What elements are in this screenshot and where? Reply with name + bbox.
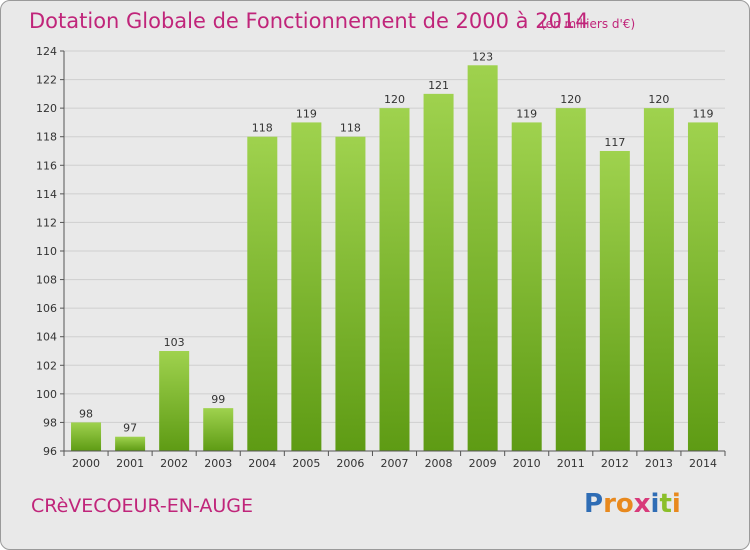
logo-letter: r: [603, 489, 616, 519]
x-tick-label: 2012: [601, 457, 629, 470]
x-tick-label: 2007: [381, 457, 409, 470]
logo-letter: t: [659, 489, 672, 519]
bar-value-label: 119: [296, 107, 317, 120]
y-tick-label: 100: [36, 388, 57, 401]
x-tick-label: 2001: [116, 457, 144, 470]
x-tick-label: 2004: [248, 457, 276, 470]
logo-letter: o: [615, 489, 634, 519]
x-tick-label: 2005: [292, 457, 320, 470]
bar-value-label: 118: [340, 122, 361, 135]
chart-title: Dotation Globale de Fonctionnement de 20…: [29, 9, 589, 33]
bar-2012: [599, 151, 630, 451]
x-tick-label: 2011: [557, 457, 585, 470]
bar-value-label: 120: [384, 93, 405, 106]
bar-value-label: 120: [560, 93, 581, 106]
proxiti-logo: Proxiti: [584, 489, 681, 519]
bar-2010: [511, 122, 542, 451]
bar-2005: [291, 122, 322, 451]
bar-chart: 98 97 103 99 118 119 118 120 121 123 119 120 117 120 1…: [36, 45, 726, 470]
logo-letter: x: [633, 489, 651, 519]
y-tick-label: 106: [36, 302, 57, 315]
bar-value-label: 103: [164, 336, 185, 349]
logo-letter: P: [584, 489, 604, 519]
bar-2004: [247, 136, 278, 451]
bar-2001: [115, 436, 146, 451]
bar-value-label: 119: [516, 107, 537, 120]
x-tick-label: 2013: [645, 457, 673, 470]
bar-value-label: 120: [648, 93, 669, 106]
logo-letter: i: [671, 489, 681, 519]
axes: 96 98 100 102 104 106 108 110 112 114 116 118 120 122…: [36, 45, 726, 470]
y-tick-label: 110: [36, 245, 57, 258]
bar-2009: [467, 65, 498, 452]
y-tick-label: 114: [36, 188, 57, 201]
bar-2008: [423, 93, 454, 451]
x-tick-label: 2014: [689, 457, 717, 470]
y-tick-label: 122: [36, 74, 57, 87]
y-tick-label: 96: [43, 445, 57, 458]
bar-2011: [555, 108, 586, 452]
bar-value-label: 119: [692, 107, 713, 120]
y-tick-label: 118: [36, 131, 57, 144]
x-tick-label: 2009: [469, 457, 497, 470]
bar-2007: [379, 108, 410, 452]
bar-value-label: 117: [604, 136, 625, 149]
bar-value-label: 97: [123, 422, 137, 435]
bar-2000: [71, 422, 102, 451]
bar-value-label: 118: [252, 122, 273, 135]
x-tick-label: 2006: [336, 457, 364, 470]
chart-subtitle: (en milliers d'€): [541, 17, 636, 31]
bar-2003: [203, 408, 234, 451]
y-tick-label: 116: [36, 159, 57, 172]
y-tick-label: 112: [36, 216, 57, 229]
x-tick-label: 2002: [160, 457, 188, 470]
y-tick-label: 124: [36, 45, 57, 58]
bar-2013: [643, 108, 674, 452]
bars: 98 97 103 99 118 119 118 120 121 123 119 120 117 120 1…: [71, 50, 718, 452]
y-tick-label: 98: [43, 416, 57, 429]
logo-letter: i: [650, 489, 660, 519]
y-tick-label: 104: [36, 331, 57, 344]
commune-name: CRèVECOEUR-EN-AUGE: [31, 495, 254, 517]
bar-value-label: 98: [79, 407, 93, 420]
bar-2014: [687, 122, 718, 451]
x-tick-label: 2003: [204, 457, 232, 470]
x-tick-label: 2010: [513, 457, 541, 470]
bar-value-label: 121: [428, 79, 449, 92]
x-tick-label: 2008: [425, 457, 453, 470]
bar-value-label: 99: [211, 393, 225, 406]
bar-2006: [335, 136, 366, 451]
y-tick-label: 108: [36, 274, 57, 287]
x-tick-label: 2000: [72, 457, 100, 470]
y-tick-label: 102: [36, 359, 57, 372]
bar-value-label: 123: [472, 50, 493, 63]
y-tick-label: 120: [36, 102, 57, 115]
bar-2002: [159, 351, 190, 451]
